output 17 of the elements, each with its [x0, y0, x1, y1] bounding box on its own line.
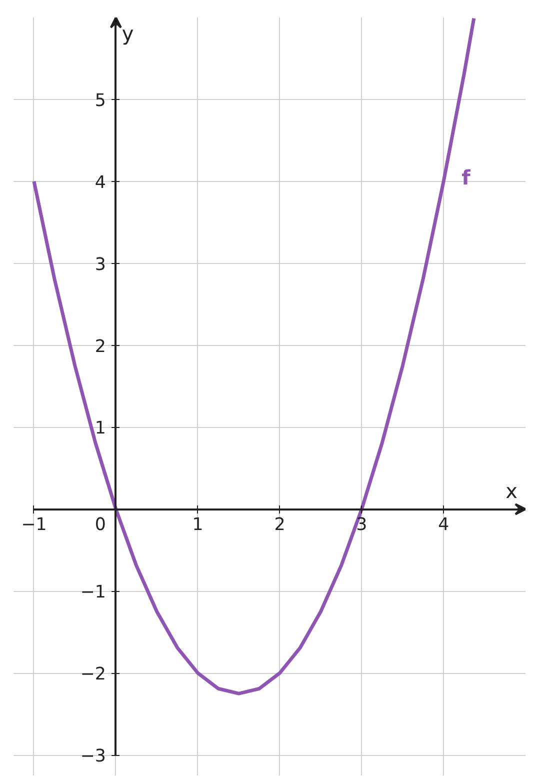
x-tick-label: 1 — [192, 515, 204, 536]
x-tick-label: 0 — [94, 515, 106, 536]
y-tick-label: 2 — [94, 336, 106, 357]
x-axis-title: x — [506, 479, 518, 504]
x-tick-label: 4 — [438, 515, 450, 536]
y-tick-label: 5 — [94, 90, 106, 111]
x-tick-label: 2 — [274, 515, 286, 536]
x-tick-label: −1 — [21, 515, 47, 536]
x-tick-label: 3 — [356, 515, 368, 536]
y-tick-label: −3 — [80, 746, 106, 767]
y-tick-label: −1 — [80, 582, 106, 603]
y-tick-label: 1 — [94, 418, 106, 439]
y-axis-title: y — [122, 22, 134, 46]
y-tick-label: −2 — [80, 664, 106, 685]
y-tick-label: 3 — [94, 254, 106, 275]
series-label: f — [462, 165, 471, 190]
y-tick-label: 4 — [94, 172, 106, 193]
